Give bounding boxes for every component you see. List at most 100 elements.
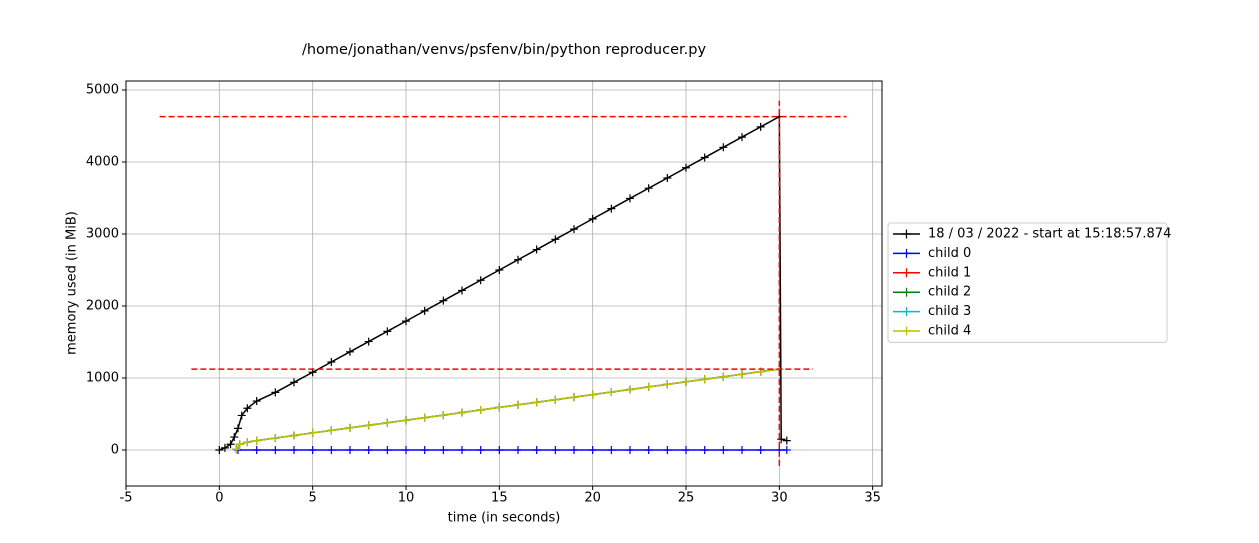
point-marker <box>551 395 560 404</box>
point-marker <box>532 398 541 407</box>
legend-label: child 0 <box>928 246 971 261</box>
point-marker <box>252 446 261 454</box>
point-marker <box>327 426 336 435</box>
point-marker <box>237 411 246 420</box>
legend-marker <box>902 307 911 317</box>
point-marker <box>226 440 235 449</box>
point-marker <box>514 446 522 454</box>
legend-label: child 2 <box>928 285 971 300</box>
legend-marker <box>902 268 911 278</box>
y-axis-label: memory used (in MiB) <box>65 211 80 355</box>
y-tick-label: 3000 <box>86 227 119 242</box>
point-marker <box>495 266 504 274</box>
point-marker <box>719 143 728 152</box>
axes-frame <box>125 80 883 487</box>
x-tick-label: 25 <box>678 491 695 506</box>
y-tick-label: 5000 <box>86 83 119 98</box>
point-marker <box>782 436 791 445</box>
point-marker <box>346 446 354 454</box>
legend-marker <box>902 229 911 239</box>
point-marker <box>782 446 791 454</box>
point-marker <box>682 377 690 386</box>
point-marker <box>570 393 578 402</box>
point-marker <box>682 163 690 172</box>
point-marker <box>570 225 578 234</box>
point-marker <box>232 445 241 454</box>
point-marker <box>532 446 541 454</box>
point-marker <box>271 388 280 397</box>
x-tick-label: 15 <box>491 491 508 506</box>
point-marker <box>700 375 709 384</box>
point-marker <box>290 378 298 387</box>
point-marker <box>327 358 336 367</box>
point-marker <box>777 435 786 444</box>
point-marker <box>402 446 410 454</box>
x-tick-label: 10 <box>398 491 415 506</box>
point-marker <box>663 446 672 454</box>
y-tick-label: 2000 <box>86 299 119 314</box>
point-marker <box>588 446 597 454</box>
point-marker <box>215 446 224 454</box>
legend-marker <box>902 287 911 297</box>
x-axis-label: time (in seconds) <box>448 511 561 526</box>
point-marker <box>458 286 466 295</box>
point-marker <box>551 235 560 244</box>
point-marker <box>738 370 746 379</box>
y-tick-label: 4000 <box>86 155 119 170</box>
point-marker <box>756 122 765 131</box>
point-marker <box>682 446 690 454</box>
chart-title: /home/jonathan/venvs/psfenv/bin/python r… <box>302 42 706 58</box>
y-tick-label: 1000 <box>86 371 119 386</box>
point-marker <box>308 446 317 454</box>
point-marker <box>439 446 448 454</box>
legend-label: child 4 <box>928 324 971 339</box>
point-marker <box>439 411 448 420</box>
point-marker <box>230 433 239 442</box>
point-marker <box>607 388 616 397</box>
point-marker <box>364 421 373 430</box>
legend-label: 18 / 03 / 2022 - start at 15:18:57.874 <box>928 227 1171 242</box>
y-tick-label: 0 <box>111 443 119 458</box>
point-marker <box>626 194 634 203</box>
point-marker <box>252 436 261 445</box>
point-marker <box>719 372 728 381</box>
point-marker <box>383 327 392 336</box>
x-tick-label: 0 <box>215 491 223 506</box>
point-marker <box>626 385 634 394</box>
point-marker <box>532 245 541 254</box>
point-marker <box>271 446 280 454</box>
point-marker <box>700 153 709 162</box>
point-marker <box>607 204 616 213</box>
point-marker <box>700 446 709 454</box>
x-tick-label: 35 <box>864 491 881 506</box>
legend-box <box>887 222 1168 343</box>
point-marker <box>738 133 746 142</box>
point-marker <box>663 173 672 182</box>
point-marker <box>234 424 242 433</box>
point-marker <box>607 446 616 454</box>
legend-marker <box>902 326 911 336</box>
point-marker <box>588 214 597 223</box>
point-marker <box>439 296 448 305</box>
point-marker <box>252 397 261 406</box>
point-marker <box>495 446 504 454</box>
point-marker <box>383 446 392 454</box>
point-marker <box>551 446 560 454</box>
point-marker <box>514 255 522 264</box>
legend-marker <box>902 248 911 258</box>
point-marker <box>626 446 634 454</box>
point-marker <box>644 446 653 454</box>
point-marker <box>243 404 252 413</box>
point-marker <box>756 446 765 454</box>
point-marker <box>420 413 429 422</box>
series-line <box>219 115 787 451</box>
point-marker <box>383 418 392 427</box>
plot-area <box>215 112 791 454</box>
point-marker <box>588 390 597 399</box>
point-marker <box>719 446 728 454</box>
x-tick-label: 20 <box>584 491 601 506</box>
point-marker <box>243 438 252 447</box>
point-marker <box>420 446 429 454</box>
point-marker <box>364 337 373 346</box>
